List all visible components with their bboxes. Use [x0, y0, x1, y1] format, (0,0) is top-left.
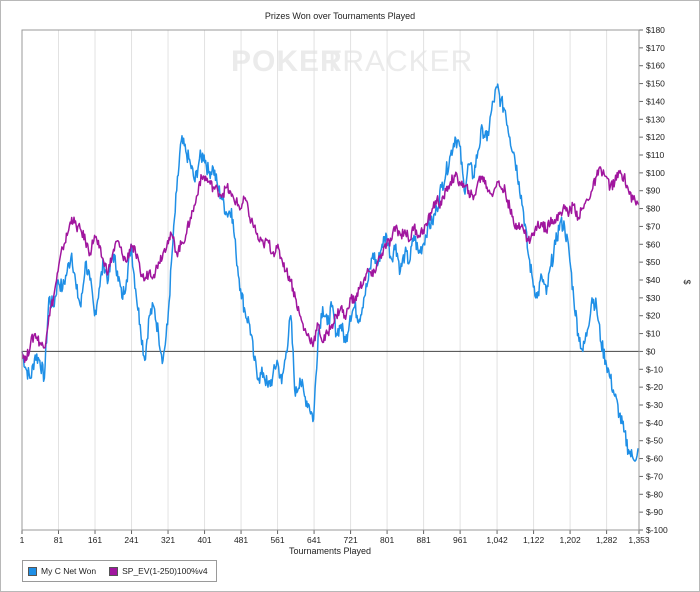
grid-lines	[21, 30, 640, 530]
chart-title: Prizes Won over Tournaments Played	[265, 11, 415, 21]
y-tick-label: $160	[646, 61, 665, 71]
y-tick-label: $-10	[646, 364, 663, 374]
y-tick-label: $140	[646, 96, 665, 106]
y-tick-label: $10	[646, 329, 660, 339]
y-tick-label: $70	[646, 221, 660, 231]
y-tick-label: $170	[646, 43, 665, 53]
x-tick-label: 1,353	[628, 535, 650, 545]
y-tick-label: $50	[646, 257, 660, 267]
y-tick-label: $180	[646, 25, 665, 35]
x-tick-label: 401	[197, 535, 211, 545]
x-tick-label: 1,202	[559, 535, 581, 545]
legend-item-my-c-net-won: My C Net Won	[28, 566, 96, 576]
x-tick-label: 801	[380, 535, 394, 545]
y-tick-label: $90	[646, 186, 660, 196]
x-tick-label: 881	[417, 535, 431, 545]
y-tick-label: $-90	[646, 507, 663, 517]
y-tick-label: $20	[646, 311, 660, 321]
watermark-tracker: TRACKER	[323, 45, 473, 78]
x-tick-label: 161	[88, 535, 102, 545]
plot-area	[21, 29, 640, 531]
series-line-0	[21, 83, 640, 462]
legend-label-sp-ev: SP_EV(1-250)100%v4	[122, 566, 208, 576]
y-tick-label: $150	[646, 79, 665, 89]
legend-item-sp-ev: SP_EV(1-250)100%v4	[109, 566, 208, 576]
y-axis: $180 $170 $160 $150 $140 $130 $120 $110 $100 $90 $…	[639, 25, 668, 535]
y-tick-label: $-40	[646, 418, 663, 428]
x-tick-label: 561	[270, 535, 284, 545]
y-tick-label: $-20	[646, 382, 663, 392]
y-tick-label: $-50	[646, 436, 663, 446]
x-tick-label: 1,282	[596, 535, 618, 545]
y-tick-label: $80	[646, 204, 660, 214]
x-tick-label: 1,042	[486, 535, 508, 545]
y-tick-label: $100	[646, 168, 665, 178]
y-tick-label: $110	[646, 150, 665, 160]
y-axis-label: $	[682, 279, 692, 284]
x-axis: 1 81 161 241 321 401 481 561 641 721 801 881 961 1,04…	[20, 530, 650, 545]
series-line-1	[21, 166, 640, 364]
series-layer	[21, 83, 640, 462]
x-tick-label: 321	[161, 535, 175, 545]
y-tick-label: $120	[646, 132, 665, 142]
y-tick-label: $60	[646, 239, 660, 249]
x-tick-label: 81	[54, 535, 64, 545]
x-tick-label: 641	[307, 535, 321, 545]
y-tick-label: $-80	[646, 489, 663, 499]
legend-label-my-c-net-won: My C Net Won	[41, 566, 97, 576]
x-tick-label: 961	[453, 535, 467, 545]
x-tick-label: 241	[124, 535, 138, 545]
y-tick-label: $40	[646, 275, 660, 285]
x-tick-label: 1,122	[523, 535, 545, 545]
y-tick-label: $30	[646, 293, 660, 303]
y-tick-label: $130	[646, 114, 665, 124]
y-tick-label: $-100	[646, 525, 668, 535]
watermark-poker: POKER	[231, 45, 343, 78]
x-tick-label: 721	[343, 535, 357, 545]
y-tick-label: $-70	[646, 471, 663, 481]
legend-swatch-sp-ev	[109, 566, 119, 576]
x-tick-label: 481	[234, 535, 248, 545]
y-tick-label: $-30	[646, 400, 663, 410]
x-axis-label: Tournaments Played	[289, 546, 371, 556]
legend-swatch-my-c-net-won	[28, 566, 37, 576]
legend: My C Net Won SP_EV(1-250)100%v4	[22, 560, 217, 582]
x-tick-label: 1	[20, 535, 25, 545]
y-tick-label: $-60	[646, 454, 663, 464]
y-tick-label: $0	[646, 346, 656, 356]
